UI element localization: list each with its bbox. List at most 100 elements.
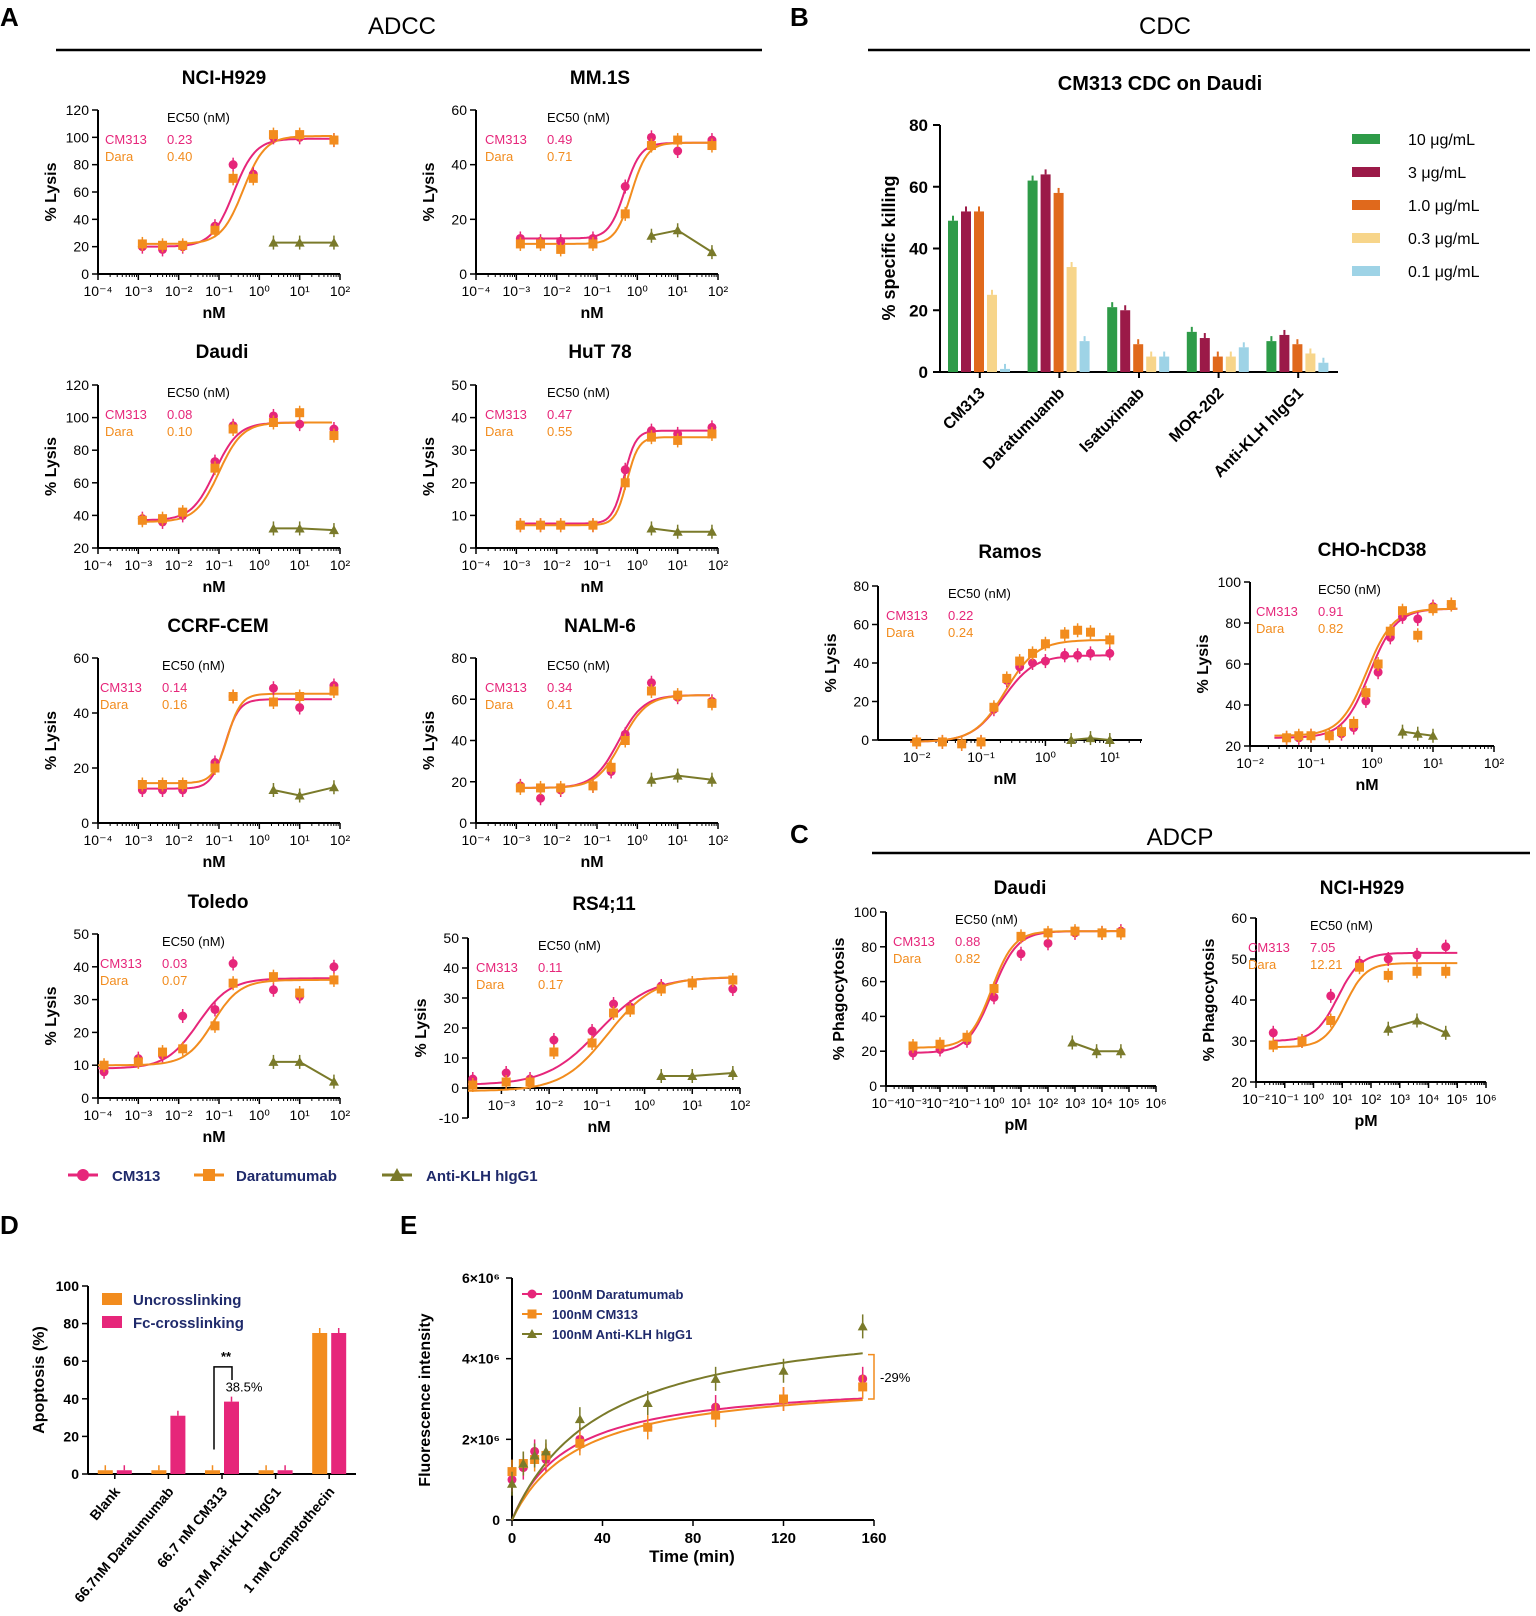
data-point-dara [606, 762, 616, 772]
difference-label: -29% [880, 1370, 911, 1385]
ec50-value-cm313: 0.47 [547, 407, 572, 422]
data-point-cm313 [1326, 991, 1336, 1001]
data-point-dara [525, 1077, 535, 1087]
ec50-label-dara: Dara [485, 424, 514, 439]
data-point-klh [1085, 733, 1096, 743]
bar-g3 [961, 211, 971, 372]
data-point-cm313 [1383, 954, 1393, 964]
data-point-klh [1067, 1037, 1078, 1047]
data-point-klh [642, 1398, 653, 1408]
y-tick-label: 0 [919, 363, 928, 382]
fit-curve-cm313 [516, 141, 710, 240]
y-tick-label: 80 [73, 157, 89, 173]
data-point-dara [228, 692, 238, 701]
data-point-cm313 [620, 465, 630, 475]
data-point-dara [178, 1044, 188, 1054]
data-point-klh [268, 523, 279, 533]
data-point-dara [687, 978, 697, 988]
data-point-klh [857, 1321, 868, 1331]
ec50-header: EC50 (nM) [162, 934, 225, 949]
x-tick-label: 10¹ [290, 283, 311, 299]
data-point-dara [556, 783, 566, 793]
x-tick-label: 10¹ [1100, 749, 1121, 765]
klh-line [273, 786, 335, 797]
y-tick-label: 10 [451, 507, 467, 523]
x-tick-label: 10⁻¹ [205, 1107, 233, 1123]
x-tick-label: 10¹ [1423, 755, 1444, 771]
data-point-cm313 [1361, 696, 1371, 706]
legend-label: 100nM CM313 [552, 1307, 638, 1322]
data-point-klh [1104, 735, 1115, 744]
ec50-label-cm313: CM313 [886, 608, 928, 623]
ec50-value-cm313: 0.03 [162, 956, 187, 971]
data-point-dara [1085, 627, 1095, 637]
x-axis-label: nM [1355, 777, 1378, 794]
data-point-dara [673, 435, 683, 445]
data-point-dara [178, 240, 188, 250]
chart-title: Ramos [978, 542, 1041, 563]
data-point-dara [1073, 625, 1083, 635]
x-tick-label: 10⁻¹ [583, 557, 611, 573]
data-point-klh [507, 1478, 517, 1488]
data-point-klh [294, 790, 305, 800]
ec50-label-dara: Dara [886, 625, 915, 640]
y-tick-label: 80 [73, 442, 89, 458]
x-tick-label: 10² [708, 283, 729, 299]
y-tick-label: 120 [66, 377, 90, 393]
bar-fcx [277, 1470, 293, 1474]
x-tick-label: 10⁻² [165, 832, 193, 848]
x-tick-label: 10⁻³ [503, 283, 531, 299]
data-point-dara [268, 697, 278, 707]
y-tick-label: 80 [853, 578, 869, 594]
data-point-dara [295, 988, 305, 998]
ec50-label-cm313: CM313 [476, 960, 518, 975]
data-point-klh [656, 1071, 667, 1080]
bar-g1 [1053, 192, 1064, 372]
chart-title: CCRF-CEM [167, 616, 268, 637]
section-letter-d: D [0, 1210, 19, 1240]
y-tick-label: 100 [1218, 574, 1242, 590]
data-point-cm313 [587, 1026, 597, 1036]
chart-title: RS4;11 [572, 894, 636, 915]
chart-adcc-rs411: RS4;11 -10 0 10 20 30 40 50 10⁻³ 10⁻² 10⁻¹ 10⁰ 10¹ 10… [413, 894, 750, 1136]
data-point-dara [989, 984, 999, 994]
x-tick-label: 10¹ [668, 832, 689, 848]
data-point-dara [1385, 626, 1395, 636]
y-tick-label: 20 [451, 211, 467, 227]
data-point-dara [536, 239, 546, 249]
section-title-adcp: ADCP [1147, 824, 1214, 851]
klh-line [661, 1072, 733, 1077]
ec50-header: EC50 (nM) [167, 385, 230, 400]
section-letter-a: A [0, 2, 19, 32]
data-point-dara [1097, 928, 1107, 938]
y-axis-label: Fluorescence intensity [417, 1313, 434, 1486]
chart-cdc-ramos: Ramos 0 20 40 60 80 10⁻² 10⁻¹ 10⁰ 10¹ nM % Lysis EC5… [823, 542, 1142, 788]
y-tick-label: -10 [439, 1110, 459, 1126]
y-tick-label: 40 [73, 959, 89, 975]
ec50-header: EC50 (nM) [948, 586, 1011, 601]
x-tick-label: 10³ [1390, 1091, 1411, 1107]
x-tick-label: 10⁻² [535, 1097, 563, 1113]
x-tick-label: 40 [594, 1530, 611, 1547]
legend-swatch-fcx [102, 1316, 122, 1328]
fit-curve-cm313 [467, 976, 731, 1086]
data-point-klh [1115, 1046, 1126, 1056]
x-tick-label: 10⁻³ [125, 832, 153, 848]
data-point-dara [295, 408, 305, 418]
y-tick-label: 20 [73, 760, 89, 776]
x-axis-label: nM [993, 771, 1016, 788]
x-tick-label: 10⁻⁴ [462, 557, 491, 573]
bar-uncross [205, 1470, 220, 1474]
data-point-dara [962, 1032, 972, 1042]
legend-label-cm313: CM313 [112, 1168, 160, 1185]
bar-g03 [987, 294, 997, 372]
data-point-klh [1440, 1027, 1451, 1037]
data-point-klh [268, 237, 279, 247]
data-point-cm313 [646, 678, 656, 688]
ec50-value-cm313: 0.23 [167, 132, 192, 147]
bar-g01 [1238, 347, 1249, 372]
data-point-dara [210, 463, 220, 473]
bar-g1 [1133, 344, 1144, 372]
data-point-klh [687, 1071, 698, 1080]
x-tick-label: 10⁵ [1118, 1095, 1139, 1111]
